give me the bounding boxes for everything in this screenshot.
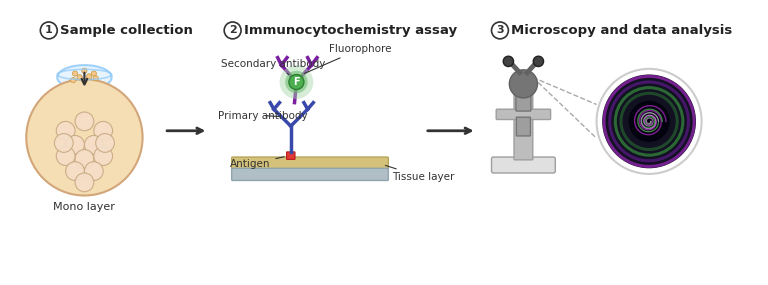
Circle shape (93, 76, 98, 81)
Circle shape (71, 78, 76, 83)
Text: Antigen: Antigen (230, 157, 284, 169)
Circle shape (91, 71, 97, 76)
FancyBboxPatch shape (286, 152, 295, 159)
Circle shape (224, 22, 241, 39)
Text: Fluorophore: Fluorophore (305, 44, 392, 73)
Circle shape (94, 121, 113, 140)
Circle shape (65, 162, 84, 180)
Circle shape (41, 22, 58, 39)
Circle shape (96, 134, 114, 152)
FancyBboxPatch shape (232, 157, 389, 172)
Circle shape (533, 56, 544, 66)
Text: Tissue layer: Tissue layer (386, 165, 455, 182)
Circle shape (602, 74, 696, 168)
Circle shape (56, 121, 75, 140)
FancyBboxPatch shape (492, 157, 555, 173)
Text: Sample collection: Sample collection (60, 24, 193, 37)
Text: F: F (293, 77, 300, 87)
Circle shape (94, 147, 113, 166)
Circle shape (597, 69, 702, 174)
Circle shape (65, 135, 84, 154)
FancyBboxPatch shape (514, 94, 533, 160)
FancyBboxPatch shape (232, 168, 389, 180)
Circle shape (280, 65, 313, 99)
Circle shape (492, 22, 508, 39)
Circle shape (72, 71, 78, 76)
Circle shape (84, 162, 103, 180)
Text: Immunocytochemistry assay: Immunocytochemistry assay (244, 24, 457, 37)
Circle shape (503, 56, 514, 66)
Circle shape (289, 74, 304, 89)
Text: 1: 1 (45, 25, 53, 35)
Circle shape (75, 173, 94, 192)
Circle shape (26, 79, 143, 196)
Text: Mono layer: Mono layer (54, 202, 115, 212)
Circle shape (55, 134, 73, 152)
Ellipse shape (58, 65, 111, 89)
Circle shape (509, 70, 538, 98)
FancyBboxPatch shape (516, 117, 531, 136)
Circle shape (87, 74, 91, 79)
Text: Primary antibody: Primary antibody (217, 111, 307, 121)
Circle shape (82, 78, 87, 84)
Text: 3: 3 (496, 25, 504, 35)
Circle shape (75, 112, 94, 131)
Circle shape (75, 150, 94, 168)
Text: Secondary antibody: Secondary antibody (221, 59, 326, 74)
Circle shape (285, 71, 308, 93)
Circle shape (628, 101, 670, 142)
Text: Microscopy and data analysis: Microscopy and data analysis (511, 24, 733, 37)
FancyBboxPatch shape (496, 109, 551, 119)
Text: 2: 2 (229, 25, 237, 35)
Circle shape (82, 68, 87, 73)
FancyBboxPatch shape (516, 83, 531, 111)
Circle shape (84, 135, 103, 154)
Circle shape (77, 75, 82, 80)
Circle shape (56, 147, 75, 166)
